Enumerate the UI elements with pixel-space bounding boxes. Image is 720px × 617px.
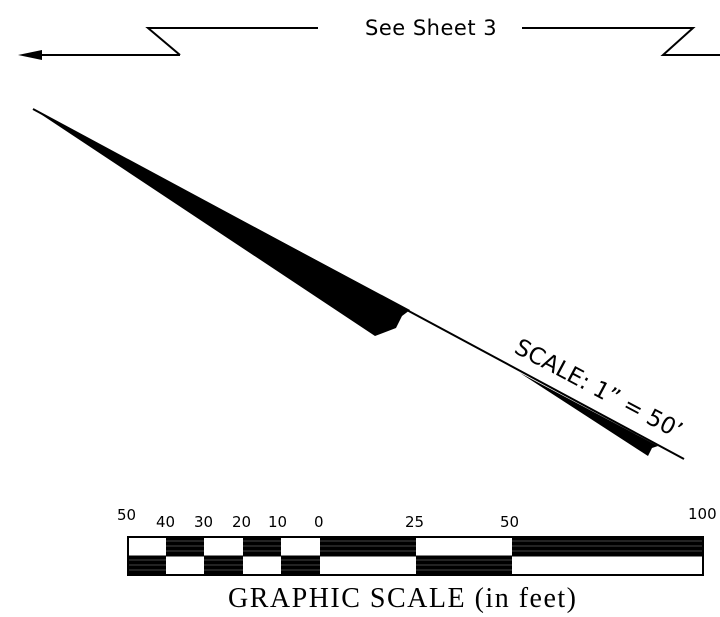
graphic-scale-bar: [127, 536, 704, 576]
scale-note: SCALE: 1” = 50’: [510, 334, 686, 444]
tick-label: 20: [232, 513, 251, 531]
scale-bar-outline-top: [127, 536, 704, 576]
tick-label: 40: [156, 513, 175, 531]
tick-label: 0: [314, 513, 324, 531]
tick-label: 10: [268, 513, 287, 531]
scale-wedge-lower-fill: [520, 373, 658, 456]
scale-bar-cell: [243, 537, 281, 556]
scale-bar-cell: [512, 537, 703, 556]
tick-label: 50: [117, 506, 136, 524]
match-line-arrowhead-icon: [18, 50, 42, 60]
scale-bar-cell: [416, 556, 512, 575]
scale-bar-cell: [281, 556, 320, 575]
scale-bar-hatch: [128, 540, 703, 571]
scale-bar-cell: [166, 537, 204, 556]
scale-bar-cell: [128, 556, 166, 575]
scale-wedge: [32, 108, 685, 460]
match-line-break-left: [145, 27, 318, 56]
tick-label: 30: [194, 513, 213, 531]
tick-label: 100: [688, 505, 717, 523]
match-line-label: See Sheet 3: [365, 16, 497, 40]
scale-bar-cell: [320, 537, 416, 556]
scale-wedge-centerline: [32, 108, 685, 460]
match-line-break-right: [522, 27, 720, 56]
scale-wedge-upper-fill: [33, 109, 410, 336]
scale-bar-cell: [204, 556, 243, 575]
match-line: [28, 27, 720, 56]
tick-label: 50: [500, 513, 519, 531]
scale-tick-labels: 50 40 30 20 10 0 25 50 100: [117, 505, 717, 531]
tick-label: 25: [405, 513, 424, 531]
graphic-scale-title: GRAPHIC SCALE (in feet): [228, 583, 577, 614]
